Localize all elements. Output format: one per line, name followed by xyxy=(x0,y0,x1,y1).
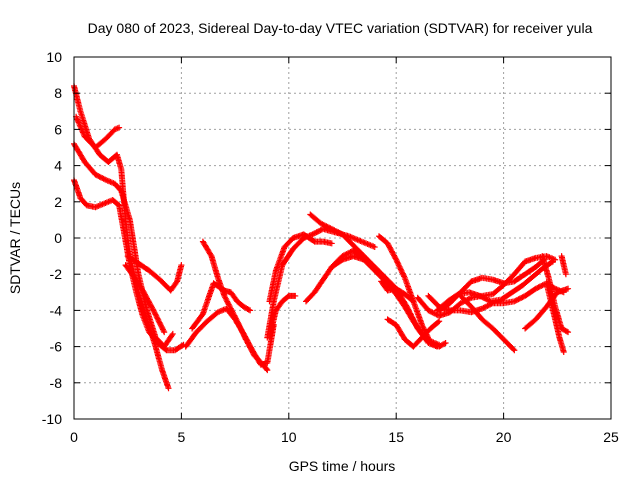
x-tick-label: 15 xyxy=(388,429,404,445)
x-tick-label: 0 xyxy=(70,429,78,445)
series-track-14 xyxy=(303,247,383,305)
marker-path xyxy=(303,247,383,305)
series-track-26 xyxy=(543,280,567,356)
series-track-1 xyxy=(71,83,172,392)
y-tick-labels: -10 -8 -6 -4 -2 0 2 4 6 8 10 xyxy=(42,49,62,427)
marker-path xyxy=(122,262,168,336)
y-tick-label: -10 xyxy=(42,411,62,427)
y-tick-label: 6 xyxy=(54,121,62,137)
series-track-6 xyxy=(122,262,168,336)
series-track-23 xyxy=(457,292,518,354)
marker-path xyxy=(71,177,187,354)
series-track-18 xyxy=(384,316,443,350)
marker-path xyxy=(543,280,567,356)
y-tick-label: 10 xyxy=(46,49,62,65)
y-axis-label: SDTVAR / TECUs xyxy=(7,182,23,294)
series-track-8 xyxy=(182,305,277,368)
series-track-12 xyxy=(266,292,299,341)
marker-path xyxy=(266,292,299,341)
x-tick-label: 20 xyxy=(496,429,512,445)
y-tick-label: -6 xyxy=(50,339,63,355)
series-track-27 xyxy=(558,253,569,278)
marker-path xyxy=(457,292,518,354)
series-track-5 xyxy=(124,253,185,294)
marker-path xyxy=(73,113,123,151)
y-tick-label: -4 xyxy=(50,302,63,318)
y-tick-label: -2 xyxy=(50,266,63,282)
marker-path xyxy=(182,305,277,368)
x-tick-label: 5 xyxy=(178,429,186,445)
marker-path xyxy=(384,316,443,350)
marker-path xyxy=(71,83,172,392)
grid xyxy=(74,57,611,419)
y-tick-label: -8 xyxy=(50,375,63,391)
marker-path xyxy=(199,238,271,374)
y-tick-label: 4 xyxy=(54,158,62,174)
marker-path xyxy=(434,258,557,314)
chart-title: Day 080 of 2023, Sidereal Day-to-day VTE… xyxy=(88,20,593,36)
series-track-17 xyxy=(378,278,417,305)
series-track-4 xyxy=(73,113,123,151)
data-markers xyxy=(71,83,572,392)
series-track-7 xyxy=(189,280,254,332)
axis-ticks xyxy=(73,56,612,420)
x-tick-label: 25 xyxy=(603,429,619,445)
series-track-21 xyxy=(434,258,557,314)
y-tick-label: 0 xyxy=(54,230,62,246)
marker-path xyxy=(124,253,185,294)
x-tick-label: 10 xyxy=(281,429,297,445)
x-axis-label: GPS time / hours xyxy=(289,458,396,474)
y-tick-label: 8 xyxy=(54,85,62,101)
marker-path xyxy=(378,278,417,305)
series-track-3 xyxy=(71,177,187,354)
marker-path xyxy=(558,253,569,278)
marker-path xyxy=(189,280,254,332)
y-tick-label: 2 xyxy=(54,194,62,210)
series-track-9 xyxy=(199,238,271,374)
x-tick-labels: 0 5 10 15 20 25 xyxy=(70,429,619,445)
